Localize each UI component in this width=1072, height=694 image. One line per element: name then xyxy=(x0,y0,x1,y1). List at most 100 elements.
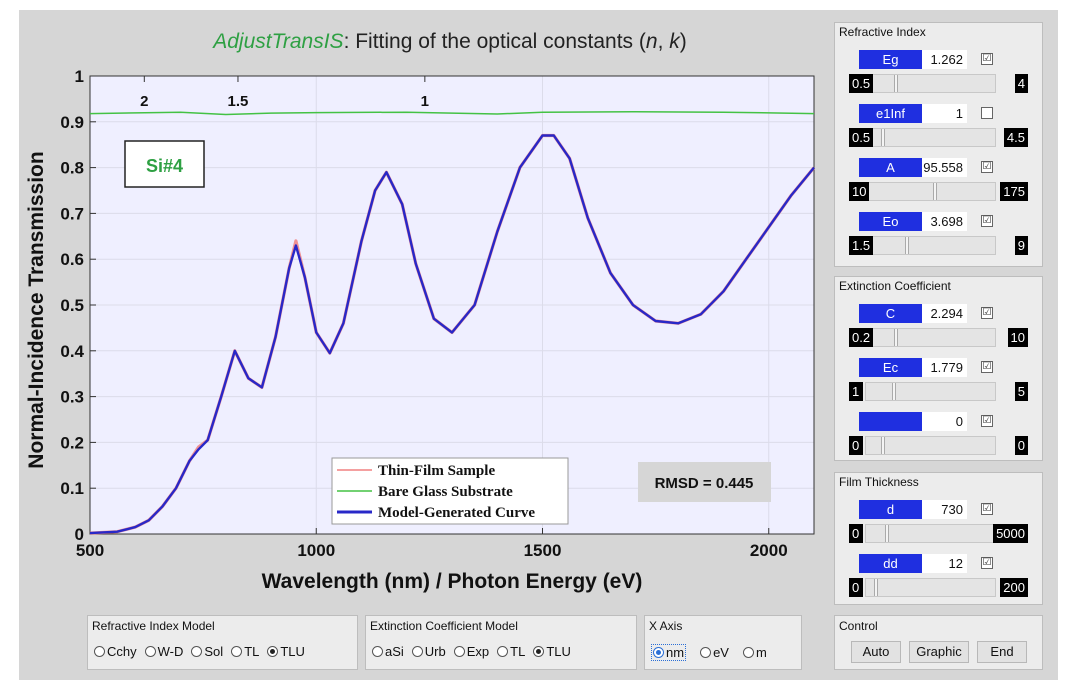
param-max-value[interactable]: 10 xyxy=(1007,328,1028,347)
param-min-value[interactable]: 10 xyxy=(849,182,870,201)
param-label-button[interactable]: e1Inf xyxy=(859,104,922,123)
param-value-input[interactable]: 1.779 xyxy=(922,358,967,377)
param-value-input[interactable]: 730 xyxy=(922,500,967,519)
param-slider[interactable] xyxy=(865,436,996,455)
param-slider[interactable] xyxy=(865,578,996,597)
extinction-coefficient-panel: Extinction Coefficient C 2.294 ☑ 0.2 10 Ec 1.77… xyxy=(834,276,1043,461)
param-label-button[interactable]: Eg xyxy=(859,50,922,69)
param-value-input[interactable]: 3.698 xyxy=(922,212,967,231)
param-a: A 95.558 ☑ 10 175 xyxy=(835,158,1042,212)
param-max-value[interactable]: 4.5 xyxy=(1003,128,1028,147)
param-fit-checkbox[interactable]: ☑ xyxy=(981,361,993,373)
param-max-value[interactable]: 0 xyxy=(1014,436,1028,455)
slider-thumb[interactable] xyxy=(894,329,899,346)
radio-tl[interactable]: TL xyxy=(497,644,525,659)
page-title: AdjustTransIS: Fitting of the optical co… xyxy=(213,30,687,53)
param-slider[interactable] xyxy=(865,236,996,255)
param-fit-checkbox[interactable]: ☑ xyxy=(981,307,993,319)
param-label-button[interactable]: C xyxy=(859,304,922,323)
param-label-button[interactable]: Eo xyxy=(859,212,922,231)
param-min-value[interactable]: 1 xyxy=(849,382,863,401)
param-fit-checkbox[interactable] xyxy=(981,107,993,119)
param-value-input[interactable]: 95.558 xyxy=(922,158,967,177)
param-label-button[interactable]: A xyxy=(859,158,922,177)
param-value-input[interactable]: 2.294 xyxy=(922,304,967,323)
radio-urb[interactable]: Urb xyxy=(411,644,446,659)
radio-exp[interactable]: Exp xyxy=(453,644,489,659)
radio-cchy[interactable]: Cchy xyxy=(94,644,137,659)
param-max-value[interactable]: 175 xyxy=(1000,182,1028,201)
y-tick-label: 0.8 xyxy=(60,159,84,178)
param-slider[interactable] xyxy=(865,128,996,147)
param-slider[interactable] xyxy=(865,328,996,347)
y-tick-label: 0.3 xyxy=(60,388,84,407)
param-fit-checkbox[interactable]: ☑ xyxy=(981,215,993,227)
slider-thumb[interactable] xyxy=(891,383,896,400)
param-label-button[interactable]: Ec xyxy=(859,358,922,377)
radio-button-icon xyxy=(453,646,465,657)
radio-label: TLU xyxy=(546,644,571,659)
param-fit-checkbox[interactable]: ☑ xyxy=(981,503,993,515)
param-label-button[interactable] xyxy=(859,412,922,431)
param-min-value[interactable]: 1.5 xyxy=(849,236,874,255)
slider-thumb[interactable] xyxy=(881,129,886,146)
end-button[interactable]: End xyxy=(977,641,1027,663)
radio-tlu[interactable]: TLU xyxy=(267,644,305,659)
param-fit-checkbox[interactable]: ☑ xyxy=(981,557,993,569)
param-min-value[interactable]: 0.5 xyxy=(849,128,874,147)
param-value-input[interactable]: 1.262 xyxy=(922,50,967,69)
slider-thumb[interactable] xyxy=(881,437,886,454)
sample-label-box xyxy=(124,140,205,188)
param-c: C 2.294 ☑ 0.2 10 xyxy=(835,304,1042,358)
y-tick-label: 0.1 xyxy=(60,479,84,498)
radio-tl[interactable]: TL xyxy=(231,644,259,659)
radio-wd[interactable]: W-D xyxy=(144,644,184,659)
slider-thumb[interactable] xyxy=(933,183,938,200)
slider-thumb[interactable] xyxy=(885,525,890,542)
radio-tlu[interactable]: TLU xyxy=(533,644,571,659)
param-label-button[interactable]: d xyxy=(859,500,922,519)
param-min-value[interactable]: 0.2 xyxy=(849,328,874,347)
param-max-value[interactable]: 9 xyxy=(1014,236,1028,255)
param-min-value[interactable]: 0 xyxy=(849,524,863,543)
param-fit-checkbox[interactable]: ☑ xyxy=(981,415,993,427)
app-name: AdjustTransIS xyxy=(213,30,344,53)
param-slider[interactable] xyxy=(865,524,996,543)
legend-label: Thin-Film Sample xyxy=(378,463,495,479)
param-dd: dd 12 ☑ 0 200 xyxy=(835,554,1042,608)
param-max-value[interactable]: 4 xyxy=(1014,74,1028,93)
param-max-value[interactable]: 5000 xyxy=(993,524,1028,543)
param-value-input[interactable]: 1 xyxy=(922,104,967,123)
radio-nm[interactable]: nm xyxy=(651,644,687,661)
radio-m[interactable]: m xyxy=(742,644,767,661)
param-slider[interactable] xyxy=(865,382,996,401)
slider-thumb[interactable] xyxy=(904,237,909,254)
slider-thumb[interactable] xyxy=(873,579,878,596)
radio-button-icon xyxy=(700,647,712,658)
y-tick-label: 0.6 xyxy=(60,250,84,269)
param-max-value[interactable]: 5 xyxy=(1014,382,1028,401)
auto-button[interactable]: Auto xyxy=(851,641,901,663)
param-fit-checkbox[interactable]: ☑ xyxy=(981,53,993,65)
radio-sol[interactable]: Sol xyxy=(191,644,223,659)
param-min-value[interactable]: 0 xyxy=(849,436,863,455)
param-max-value[interactable]: 200 xyxy=(1000,578,1028,597)
param-value-input[interactable]: 12 xyxy=(922,554,967,573)
param-slider[interactable] xyxy=(865,182,996,201)
param-value-input[interactable]: 0 xyxy=(922,412,967,431)
slider-thumb[interactable] xyxy=(894,75,899,92)
panel-title: X Axis xyxy=(649,619,683,633)
param-min-value[interactable]: 0.5 xyxy=(849,74,874,93)
radio-label: W-D xyxy=(157,644,184,659)
y-axis-label: Normal-Incidence Transmission xyxy=(25,151,48,469)
radio-ev[interactable]: eV xyxy=(700,644,729,661)
x-tick-label: 2000 xyxy=(750,541,788,560)
graphic-button[interactable]: Graphic xyxy=(909,641,969,663)
param-slider[interactable] xyxy=(865,74,996,93)
param-min-value[interactable]: 0 xyxy=(849,578,863,597)
param-label-button[interactable]: dd xyxy=(859,554,922,573)
energy-tick-label: 1.5 xyxy=(228,93,249,110)
param-fit-checkbox[interactable]: ☑ xyxy=(981,161,993,173)
param-d: d 730 ☑ 0 5000 xyxy=(835,500,1042,554)
radio-asi[interactable]: aSi xyxy=(372,644,404,659)
